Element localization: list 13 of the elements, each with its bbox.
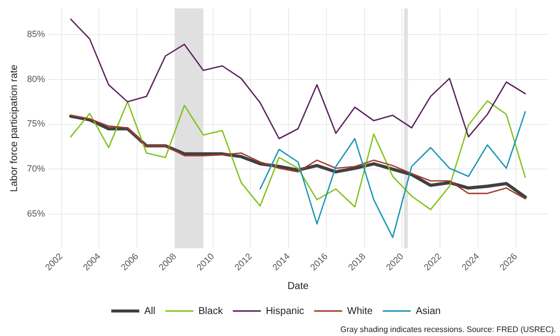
y-tick-label: 85% <box>27 28 46 39</box>
legend-label: Black <box>198 306 224 317</box>
legend-label: White <box>347 306 374 317</box>
legend-label: All <box>144 306 156 317</box>
text: Gray shading indicates recessions. Source: FRED (USREC). <box>340 325 556 334</box>
y-tick-label: 75% <box>27 118 46 129</box>
legend-label: Hispanic <box>266 306 304 317</box>
y-tick-label: 65% <box>27 208 46 219</box>
y-axis-title: Labor force participation rate <box>8 64 20 192</box>
y-tick-label: 70% <box>27 164 46 174</box>
y-tick-label: 80% <box>27 74 46 84</box>
x-axis-title: Date <box>287 280 310 292</box>
legend-label: Asian <box>416 306 441 317</box>
